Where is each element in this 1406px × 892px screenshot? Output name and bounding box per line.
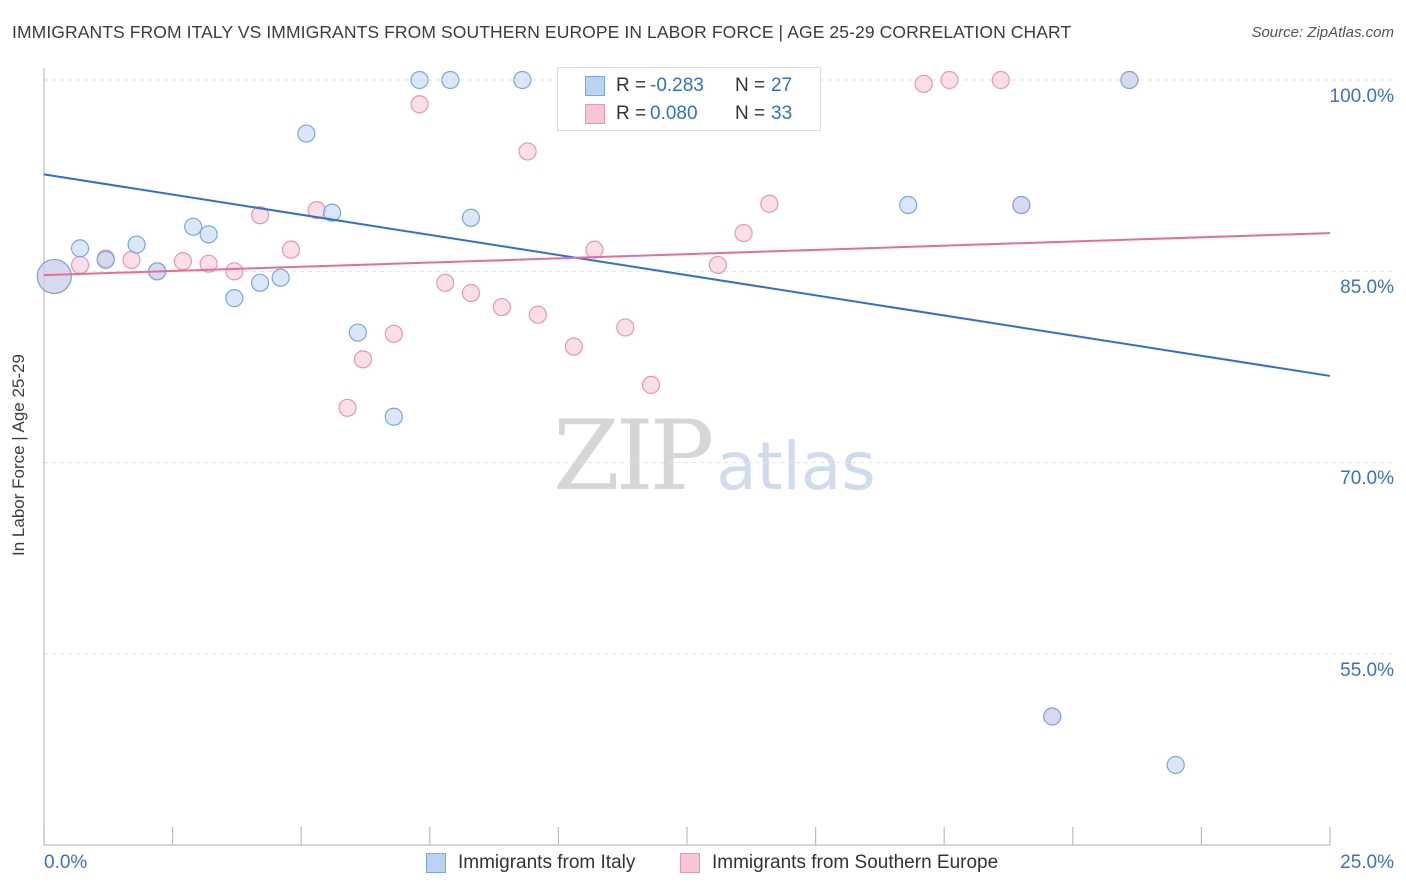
italy-swatch — [426, 853, 446, 873]
southern-europe-point — [410, 95, 429, 114]
southern-europe-trend-line — [43, 232, 1331, 277]
correlation-legend: R = -0.283 N = 27 R = 0.080 N = 33 — [557, 67, 821, 131]
southern-europe-point — [528, 305, 547, 324]
watermark-zip: ZIP — [553, 400, 714, 512]
italy-point — [199, 225, 218, 244]
southern-europe-point — [518, 142, 537, 161]
y-axis-label: In Labor Force | Age 25-29 — [9, 354, 28, 556]
n-value: 27 — [771, 75, 793, 96]
southern-europe-point — [461, 283, 481, 303]
series-southern-europe-points — [36, 70, 1139, 726]
italy-point — [225, 289, 244, 308]
italy-point — [322, 203, 342, 222]
series-italy-points — [36, 70, 1185, 775]
italy-point — [513, 70, 532, 90]
watermark-atlas: atlas — [716, 428, 876, 505]
italy-swatch — [585, 76, 605, 96]
series-legend: Immigrants from Italy Immigrants from So… — [0, 852, 1406, 878]
southern-europe-point — [281, 240, 301, 259]
italy-point — [70, 239, 90, 258]
southern-europe-point — [338, 398, 357, 417]
chart-title: IMMIGRANTS FROM ITALY VS IMMIGRANTS FROM… — [12, 22, 1072, 42]
southern-europe-swatch — [680, 853, 700, 873]
legend-item-label: Immigrants from Italy — [458, 852, 636, 873]
y-tick-label: 100.0% — [1329, 86, 1394, 107]
italy-point — [271, 268, 290, 287]
southern-europe-swatch — [585, 104, 605, 124]
italy-point — [1120, 70, 1139, 90]
italy-point — [184, 217, 203, 236]
southern-europe-point — [70, 255, 90, 275]
southern-europe-point — [585, 240, 604, 259]
italy-point — [127, 235, 146, 254]
y-tick-label: 85.0% — [1340, 277, 1394, 298]
southern-europe-point — [384, 324, 403, 343]
legend-item-label: Immigrants from Southern Europe — [712, 852, 999, 873]
italy-point — [461, 208, 481, 227]
n-label: N = — [735, 75, 766, 96]
southern-europe-point — [225, 262, 244, 281]
southern-europe-point — [436, 273, 455, 292]
southern-europe-point — [641, 375, 661, 394]
italy-point — [899, 195, 918, 215]
watermark: ZIPatlas — [553, 400, 876, 512]
italy-point — [384, 407, 403, 426]
southern-europe-point — [122, 250, 141, 269]
source-credit: Source: ZipAtlas.com — [1251, 24, 1394, 41]
y-tick-label: 55.0% — [1340, 660, 1394, 681]
n-value: 33 — [771, 103, 793, 124]
italy-point — [1043, 707, 1062, 726]
southern-europe-point — [991, 70, 1010, 90]
grid-lines — [44, 79, 1392, 655]
italy-point — [36, 258, 72, 295]
italy-point — [348, 323, 367, 342]
italy-point — [96, 250, 115, 269]
r-value: -0.283 — [650, 75, 704, 96]
southern-europe-point — [616, 318, 635, 337]
x-tick-label-min: 0.0% — [44, 852, 88, 873]
southern-europe-point — [914, 74, 933, 93]
y-tick-label: 70.0% — [1340, 468, 1394, 489]
southern-europe-point — [734, 223, 753, 243]
italy-point — [297, 124, 316, 143]
italy-point — [1166, 755, 1185, 775]
italy-trend-line — [43, 173, 1331, 377]
southern-europe-point — [940, 70, 959, 90]
southern-europe-point — [564, 337, 583, 356]
southern-europe-point — [760, 194, 779, 213]
trend-lines — [43, 173, 1331, 377]
southern-europe-point — [353, 350, 373, 369]
southern-europe-point — [708, 255, 727, 275]
legend-item-italy: Immigrants from Italy — [426, 852, 635, 874]
axes — [43, 68, 1331, 846]
southern-europe-point — [199, 254, 218, 273]
italy-point — [410, 70, 429, 90]
r-label: R = — [616, 103, 647, 124]
southern-europe-point — [492, 297, 511, 317]
southern-europe-point — [250, 206, 270, 225]
italy-point — [250, 273, 270, 292]
x-tick-label-max: 25.0% — [1340, 852, 1394, 873]
southern-europe-point — [173, 252, 192, 271]
legend-item-southern-europe: Immigrants from Southern Europe — [680, 852, 998, 874]
italy-point — [441, 70, 460, 90]
r-label: R = — [616, 75, 647, 96]
italy-point — [1012, 195, 1031, 215]
r-value: 0.080 — [650, 103, 698, 124]
n-label: N = — [735, 103, 766, 124]
